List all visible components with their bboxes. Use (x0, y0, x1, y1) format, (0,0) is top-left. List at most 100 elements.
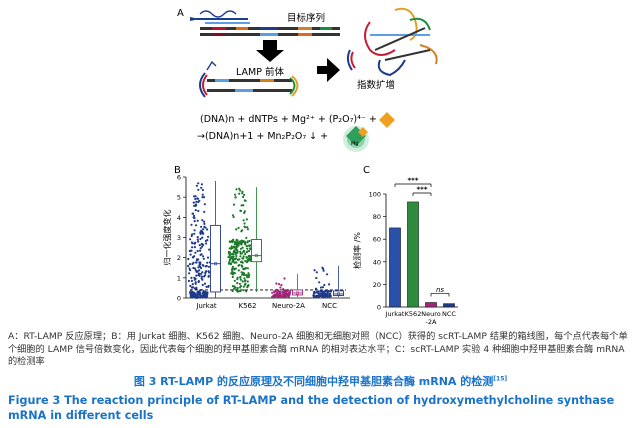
data-point (187, 264, 190, 268)
data-point (190, 249, 193, 252)
data-point (322, 295, 325, 298)
figure-title-cn-text: 图 3 RT-LAMP 的反应原理及不同细胞中羟甲基胆素合酶 mRNA 的检测 (133, 375, 494, 388)
data-point (323, 283, 326, 287)
y-tick-label-c: 0 (377, 304, 381, 312)
data-point (317, 290, 320, 293)
lamp-precursor-label: LAMP 前体 (236, 66, 284, 78)
sig-neuro-ncc-label: ns (436, 286, 444, 294)
y-tick-label-b: 6 (177, 174, 181, 182)
data-point (203, 225, 206, 228)
data-point (277, 283, 281, 286)
data-point (208, 271, 211, 274)
data-point (244, 252, 247, 256)
figure-3: A 目标序列 LAMP 前体 (162, 7, 458, 326)
data-point (189, 269, 192, 272)
data-point (276, 293, 279, 296)
data-point (199, 288, 203, 292)
data-point (230, 239, 234, 242)
y-tick-label-c: 40 (373, 258, 381, 266)
data-point (243, 222, 246, 225)
data-point (207, 265, 211, 268)
data-point (188, 272, 191, 275)
panel-label-a: A (177, 8, 184, 19)
sig-jurkat-neuro-label: *** (408, 177, 419, 185)
data-point (194, 204, 197, 207)
data-point (229, 256, 232, 259)
data-point (242, 195, 245, 199)
data-point (201, 188, 204, 192)
data-point (238, 282, 241, 285)
data-point (316, 291, 319, 294)
data-point (200, 275, 203, 278)
data-point (234, 286, 237, 289)
data-point (312, 292, 315, 295)
data-point (193, 229, 196, 232)
data-point (235, 243, 238, 246)
data-point (195, 258, 199, 261)
y-axis-label-b: 归一化强度变化 (162, 210, 172, 266)
figure-title-en: Figure 3 The reaction principle of RT-LA… (8, 394, 615, 422)
data-point (190, 223, 193, 226)
data-point (189, 238, 192, 241)
data-point (232, 215, 235, 219)
data-point (190, 279, 193, 282)
data-point (198, 244, 201, 247)
data-point (235, 252, 238, 255)
data-point (273, 290, 276, 293)
mean-marker (214, 262, 217, 266)
data-point (242, 285, 245, 288)
data-point (195, 261, 198, 264)
data-point (200, 253, 203, 256)
data-point (322, 291, 325, 294)
data-point (194, 281, 197, 284)
data-point (242, 289, 245, 292)
data-point (200, 225, 203, 228)
scatter-points-ncc (312, 266, 333, 298)
data-point (204, 296, 207, 299)
data-point (234, 196, 237, 199)
data-point (202, 292, 205, 295)
data-point (279, 294, 282, 297)
data-point (321, 290, 324, 293)
data-point (275, 288, 278, 291)
data-point (202, 228, 205, 231)
data-point (245, 261, 249, 264)
data-point (191, 242, 194, 245)
data-point (240, 271, 243, 274)
data-point (235, 246, 238, 249)
data-point (192, 291, 195, 294)
data-point (321, 286, 325, 289)
data-point (191, 262, 194, 266)
data-point (188, 249, 191, 253)
target-dna-icon (200, 27, 340, 36)
data-point (246, 267, 249, 270)
data-point (282, 293, 285, 296)
figure-title-ref: [15] (493, 375, 508, 383)
data-point (278, 292, 281, 296)
data-point (195, 200, 198, 203)
data-point (194, 277, 197, 280)
data-point (318, 281, 321, 284)
data-point (239, 275, 242, 278)
data-point (320, 292, 323, 295)
data-point (229, 247, 233, 250)
data-point (237, 226, 240, 230)
data-point (246, 250, 249, 253)
x-tick-label-c: Neuro (421, 310, 441, 318)
data-point (245, 290, 248, 293)
data-point (239, 252, 242, 255)
data-point (237, 244, 240, 247)
data-point (320, 295, 323, 298)
data-point (232, 203, 236, 206)
data-point (193, 246, 196, 249)
data-point (231, 289, 234, 292)
data-point (243, 250, 246, 253)
target-sequence-label: 目标序列 (287, 12, 325, 24)
data-point (230, 272, 233, 275)
primer-strand-icon (190, 10, 250, 24)
data-point (271, 291, 274, 294)
data-point (236, 282, 239, 285)
data-point (241, 261, 244, 264)
data-point (231, 214, 235, 217)
data-point (232, 253, 235, 256)
